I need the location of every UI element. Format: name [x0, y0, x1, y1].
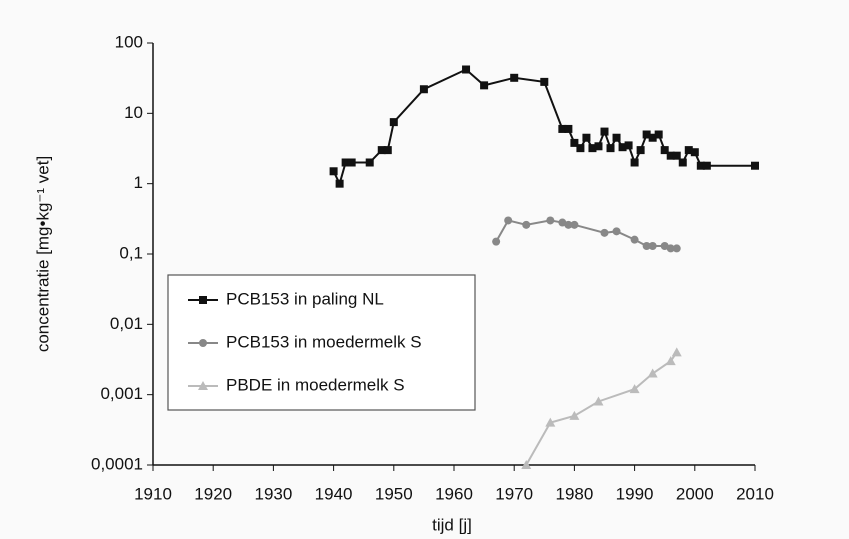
x-tick-label: 1940 [315, 484, 353, 503]
y-tick-label: 0,01 [110, 314, 143, 333]
marker-circle [600, 228, 609, 237]
marker-square [335, 179, 344, 188]
marker-triangle [198, 381, 208, 390]
y-tick-label: 0,001 [100, 384, 143, 403]
marker-square [377, 146, 386, 155]
x-tick-label: 1920 [194, 484, 232, 503]
marker-square [365, 158, 374, 167]
marker-square [630, 158, 639, 167]
marker-square [642, 130, 651, 139]
y-axis-label: concentratie [mg•kg⁻¹ vet] [33, 156, 52, 352]
series-line [332, 68, 755, 187]
marker-triangle [593, 396, 604, 406]
marker-square [702, 161, 711, 170]
marker-square [624, 141, 633, 150]
marker-circle [522, 220, 531, 229]
marker-square [678, 158, 687, 167]
marker-square [600, 127, 609, 136]
marker-square [558, 124, 567, 133]
y-tick-label: 10 [124, 103, 143, 122]
x-tick-label: 1960 [435, 484, 473, 503]
marker-square [540, 77, 549, 86]
marker-circle [504, 216, 513, 225]
marker-circle [642, 241, 651, 250]
marker-square [570, 138, 579, 147]
x-tick-label: 1990 [616, 484, 654, 503]
marker-circle [199, 339, 207, 347]
marker-square [341, 158, 350, 167]
marker-square [347, 158, 356, 167]
y-tick-label: 0,0001 [91, 454, 143, 473]
x-tick-label: 1980 [555, 484, 593, 503]
legend-label: PCB153 in paling NL [226, 289, 384, 308]
marker-circle [666, 244, 675, 253]
marker-square [654, 130, 663, 139]
marker-square [660, 146, 669, 155]
marker-square [684, 146, 693, 155]
y-tick-label: 0,1 [119, 243, 143, 262]
marker-square [594, 142, 603, 151]
marker-square [696, 161, 705, 170]
marker-circle [570, 220, 579, 229]
x-tick-label: 1950 [375, 484, 413, 503]
marker-circle [630, 235, 639, 244]
marker-triangle [629, 384, 640, 394]
y-tick-label: 1 [134, 173, 143, 192]
marker-triangle [569, 410, 580, 420]
x-tick-label: 1930 [254, 484, 292, 503]
marker-square [199, 296, 207, 304]
marker-triangle [545, 417, 556, 427]
marker-square [751, 161, 759, 170]
marker-triangle [647, 368, 658, 378]
marker-circle [648, 241, 657, 250]
marker-square [510, 73, 519, 82]
legend-box [167, 274, 476, 411]
marker-triangle [665, 356, 676, 366]
marker-square [588, 144, 597, 153]
marker-square [618, 143, 627, 152]
marker-square [564, 124, 573, 133]
x-tick-label: 2010 [736, 484, 774, 503]
marker-square [612, 133, 621, 142]
x-tick-label: 2000 [676, 484, 714, 503]
marker-square [690, 148, 699, 157]
y-tick-label: 100 [115, 32, 143, 51]
marker-square [648, 133, 657, 142]
marker-triangle [671, 347, 682, 357]
marker-square [672, 151, 681, 160]
marker-circle [612, 227, 621, 236]
marker-square [666, 151, 675, 160]
x-tick-label: 1910 [134, 484, 172, 503]
x-axis-label: tijd [j] [432, 515, 472, 534]
marker-square [636, 146, 645, 155]
series-line [525, 351, 678, 466]
marker-square [419, 85, 428, 94]
marker-square [576, 144, 585, 153]
marker-circle [672, 244, 681, 253]
marker-circle [492, 237, 501, 246]
marker-square [582, 133, 591, 142]
x-tick-label: 1970 [495, 484, 533, 503]
legend-label: PBDE in moedermelk S [226, 375, 405, 394]
marker-square [383, 146, 392, 155]
marker-square [462, 65, 471, 74]
marker-square [606, 144, 615, 153]
marker-circle [558, 218, 567, 227]
marker-triangle [521, 460, 532, 469]
marker-circle [564, 220, 573, 229]
marker-circle [660, 241, 669, 250]
marker-square [389, 118, 398, 127]
legend-label: PCB153 in moedermelk S [226, 332, 422, 351]
marker-circle [546, 216, 555, 225]
marker-square [329, 167, 338, 176]
marker-square [480, 81, 489, 90]
